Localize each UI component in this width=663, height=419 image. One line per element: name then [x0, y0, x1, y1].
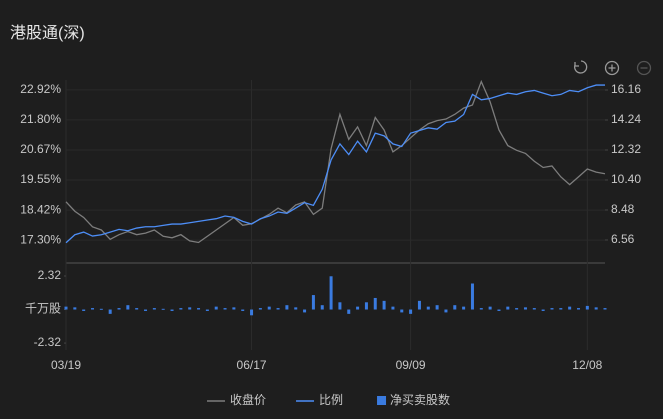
bar: [400, 309, 404, 313]
bar: [453, 305, 457, 310]
y-tick-label: 2.32: [38, 268, 62, 282]
bar: [99, 308, 103, 310]
bar: [294, 307, 298, 310]
bar: [338, 302, 342, 310]
bar: [258, 308, 262, 310]
bar: [267, 306, 271, 310]
bar: [73, 307, 77, 310]
bar: [444, 309, 448, 313]
y2-tick-label: 12.32: [611, 142, 641, 156]
bar: [576, 308, 580, 310]
y2-tick-label: 8.48: [611, 202, 635, 216]
bar: [568, 306, 572, 310]
legend-label: 净买卖股数: [390, 392, 450, 407]
bar: [214, 306, 218, 310]
y2-tick-label: 10.40: [611, 172, 641, 186]
bar: [320, 305, 324, 310]
bar: [506, 306, 510, 310]
bar: [479, 308, 483, 310]
bar: [179, 308, 183, 310]
bar: [391, 306, 395, 310]
zoom-in-plus: [608, 64, 616, 72]
bar: [373, 297, 377, 310]
bar: [594, 307, 598, 310]
y2-tick-label: 6.56: [611, 232, 635, 246]
bar: [409, 309, 413, 314]
bar: [285, 305, 289, 310]
bar: [356, 306, 360, 310]
bar: [241, 309, 245, 311]
y-tick-label: 22.92%: [20, 82, 61, 96]
x-tick-label: 06/17: [237, 358, 267, 372]
bar: [382, 300, 386, 310]
y2-tick-label: 14.24: [611, 112, 641, 126]
x-tick-label: 09/09: [396, 358, 426, 372]
bar: [364, 302, 368, 310]
bar: [152, 308, 156, 310]
bar: [232, 307, 236, 310]
bar: [532, 308, 536, 310]
y-tick-label: -2.32: [34, 335, 62, 349]
legend-label: 收盘价: [230, 392, 266, 407]
bar: [329, 276, 333, 310]
bar: [470, 283, 474, 310]
bar: [250, 309, 254, 316]
bar: [197, 308, 201, 310]
bar: [603, 308, 607, 310]
reset-icon[interactable]: [574, 60, 588, 74]
bar: [144, 309, 148, 311]
x-tick-label: 12/08: [572, 358, 602, 372]
bar: [585, 305, 589, 310]
bar: [223, 308, 227, 310]
y2-tick-label: 16.16: [611, 82, 641, 96]
x-tick-label: 03/19: [51, 358, 81, 372]
bar: [205, 309, 209, 311]
legend-swatch: [377, 396, 387, 405]
bar: [435, 305, 439, 310]
bar: [515, 308, 519, 310]
bar: [276, 308, 280, 310]
bar: [311, 295, 315, 310]
y-tick-label: 21.80%: [20, 112, 61, 126]
series-line: [65, 79, 606, 244]
bar: [541, 309, 545, 311]
chart-title: 港股通(深): [10, 24, 85, 42]
bar: [523, 307, 527, 310]
bar: [347, 309, 351, 314]
y-tick-label: 20.67%: [20, 142, 61, 156]
bar: [82, 309, 86, 311]
toolbar[interactable]: [574, 60, 652, 76]
bar: [550, 308, 554, 310]
legend-label: 比例: [319, 393, 343, 407]
bar: [108, 309, 112, 314]
zoom-out-icon[interactable]: [636, 60, 652, 76]
y-tick-label: 千万股: [25, 302, 61, 316]
y-tick-label: 18.42%: [20, 202, 61, 216]
bar: [462, 306, 466, 310]
zoom-in-icon[interactable]: [604, 60, 620, 76]
bar: [64, 306, 68, 310]
bar: [488, 306, 492, 310]
bar: [497, 309, 501, 311]
bar: [91, 308, 95, 310]
bar: [170, 309, 174, 311]
y-tick-label: 17.30%: [20, 232, 61, 246]
bar: [417, 300, 421, 310]
bar: [559, 308, 563, 310]
bar: [426, 306, 430, 310]
bar: [303, 309, 307, 313]
bar: [161, 308, 165, 310]
bar: [135, 308, 139, 310]
bar: [117, 308, 121, 310]
bar: [188, 307, 192, 310]
y-tick-label: 19.55%: [20, 172, 61, 186]
bar: [126, 305, 130, 310]
series-line: [65, 84, 605, 244]
